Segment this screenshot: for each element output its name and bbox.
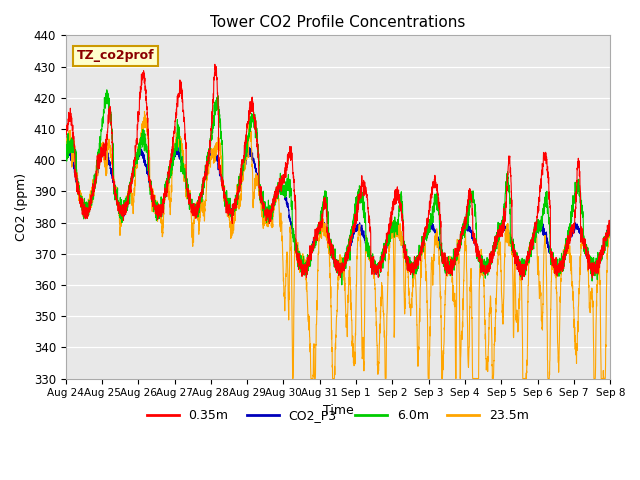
0.35m (179, 99, 186, 105)
Text: TZ_co2prof: TZ_co2prof (77, 49, 154, 62)
0.35m (211, 61, 219, 67)
CO2_P3 (607, 227, 614, 233)
CO2_P3 (62, 152, 70, 158)
23.5m (289, 376, 296, 382)
CO2_P3 (392, 222, 399, 228)
CO2_P3 (372, 272, 380, 277)
X-axis label: Time: Time (323, 404, 353, 417)
Y-axis label: CO2 (ppm): CO2 (ppm) (15, 173, 28, 241)
0.35m (606, 223, 614, 229)
0.35m (401, 248, 408, 253)
6.0m (607, 218, 614, 224)
Line: 0.35m: 0.35m (66, 64, 611, 280)
0.35m (555, 261, 563, 266)
23.5m (555, 359, 563, 364)
CO2_P3 (401, 250, 408, 255)
6.0m (103, 87, 111, 93)
0.35m (391, 194, 399, 200)
6.0m (606, 233, 614, 239)
Line: CO2_P3: CO2_P3 (66, 147, 611, 275)
CO2_P3 (214, 159, 221, 165)
6.0m (392, 226, 399, 231)
6.0m (179, 154, 186, 159)
0.35m (214, 96, 221, 102)
0.35m (518, 277, 526, 283)
23.5m (179, 144, 186, 150)
Line: 23.5m: 23.5m (66, 111, 611, 379)
23.5m (214, 146, 221, 152)
6.0m (338, 282, 346, 288)
0.35m (607, 225, 614, 231)
23.5m (62, 149, 70, 155)
6.0m (401, 247, 408, 252)
23.5m (606, 235, 614, 240)
Legend: 0.35m, CO2_P3, 6.0m, 23.5m: 0.35m, CO2_P3, 6.0m, 23.5m (142, 404, 534, 427)
6.0m (214, 95, 221, 100)
CO2_P3 (179, 167, 186, 172)
23.5m (607, 227, 614, 233)
Line: 6.0m: 6.0m (66, 90, 611, 285)
CO2_P3 (137, 144, 145, 150)
6.0m (555, 272, 563, 277)
6.0m (62, 152, 70, 158)
23.5m (392, 231, 399, 237)
Title: Tower CO2 Profile Concentrations: Tower CO2 Profile Concentrations (211, 15, 466, 30)
CO2_P3 (606, 224, 614, 230)
23.5m (401, 310, 408, 316)
CO2_P3 (555, 267, 563, 273)
23.5m (141, 108, 148, 114)
0.35m (62, 133, 70, 139)
